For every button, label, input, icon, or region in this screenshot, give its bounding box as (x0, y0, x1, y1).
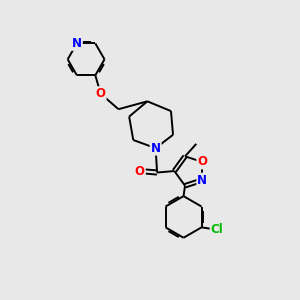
Text: O: O (96, 87, 106, 100)
Text: N: N (197, 174, 207, 187)
Text: N: N (72, 37, 82, 50)
Text: N: N (151, 142, 160, 155)
Text: O: O (135, 164, 145, 178)
Text: O: O (197, 155, 207, 169)
Text: Cl: Cl (211, 223, 224, 236)
